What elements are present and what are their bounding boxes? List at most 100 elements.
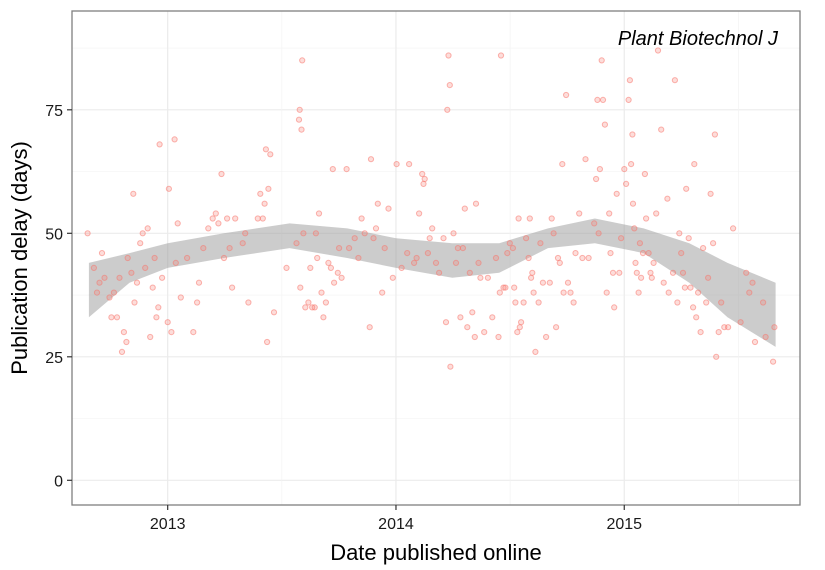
data-point [261,200,268,207]
data-point [194,299,201,306]
data-point [296,106,303,113]
x-tick-label: 2014 [378,516,414,533]
data-point [327,264,334,271]
data-point [632,259,639,266]
data-point [215,220,222,227]
data-point [660,279,667,286]
data-point [293,240,300,247]
data-point [623,180,630,187]
data-point [730,225,737,232]
data-point [416,210,423,217]
data-point [464,324,471,331]
data-point [516,324,523,331]
data-point [711,131,719,138]
data-point [725,324,732,331]
data-point [312,230,319,237]
data-point [164,319,171,326]
data-point [101,274,108,281]
data-point [315,210,323,217]
data-point [461,205,468,212]
data-point [481,329,488,336]
data-point [687,284,694,291]
data-point [374,200,381,207]
data-point [658,126,665,133]
data-point [654,47,662,54]
data-point [653,210,660,217]
data-point [421,175,428,183]
data-point [205,225,212,232]
data-point [633,269,640,276]
data-point [616,269,623,276]
data-point [594,96,601,104]
data-point [242,230,249,237]
data-point [265,185,272,192]
data-point [676,230,683,237]
data-point [218,170,225,178]
data-point [404,250,411,257]
data-point [648,274,655,281]
data-point [361,230,368,237]
data-point [546,279,553,286]
data-point [718,299,725,306]
data-point [452,259,460,266]
data-point [737,319,744,326]
data-point [195,279,203,286]
data-point [424,250,431,257]
data-point [133,279,141,286]
data-point [124,254,131,262]
data-point [760,299,767,306]
data-point [270,309,278,316]
data-point [528,274,535,281]
data-point [457,314,464,321]
data-point [603,289,610,296]
data-point [334,269,341,276]
data-point [607,250,614,257]
data-point [591,220,598,227]
data-point [151,254,158,262]
data-point [93,289,101,296]
data-point [643,215,650,222]
data-point [572,250,579,257]
data-point [618,235,625,242]
data-point [314,254,321,262]
data-point [484,274,491,281]
data-point [420,180,427,187]
data-point [609,269,617,276]
data-point [305,299,312,306]
data-point [229,284,236,291]
data-point [492,254,500,262]
data-point [639,250,647,257]
data-point [567,289,574,296]
data-point [355,254,362,262]
data-point [582,156,589,163]
data-point [108,314,115,321]
data-point [130,190,137,197]
data-point [220,254,228,262]
data-point [695,289,702,296]
data-point [512,299,519,306]
data-point [489,314,496,321]
data-point [165,185,172,192]
data-point [628,161,635,168]
axes: 0 25 50 75 2013 2014 2015 [45,103,642,533]
data-point [523,235,530,242]
data-point [665,289,672,296]
y-axis-title: Publication delay (days) [7,141,32,375]
data-point [611,304,618,311]
data-point [743,269,750,276]
data-point [419,170,426,178]
data-point [372,225,380,232]
data-point [596,166,604,173]
data-point [579,254,586,262]
data-point [526,215,533,222]
data-point [137,240,144,247]
data-point [190,329,197,336]
data-point [629,131,636,138]
data-point [118,348,126,355]
data-point [90,264,98,271]
data-point [679,269,687,276]
data-point [436,269,443,276]
data-point [638,274,645,281]
data-point [771,324,778,331]
